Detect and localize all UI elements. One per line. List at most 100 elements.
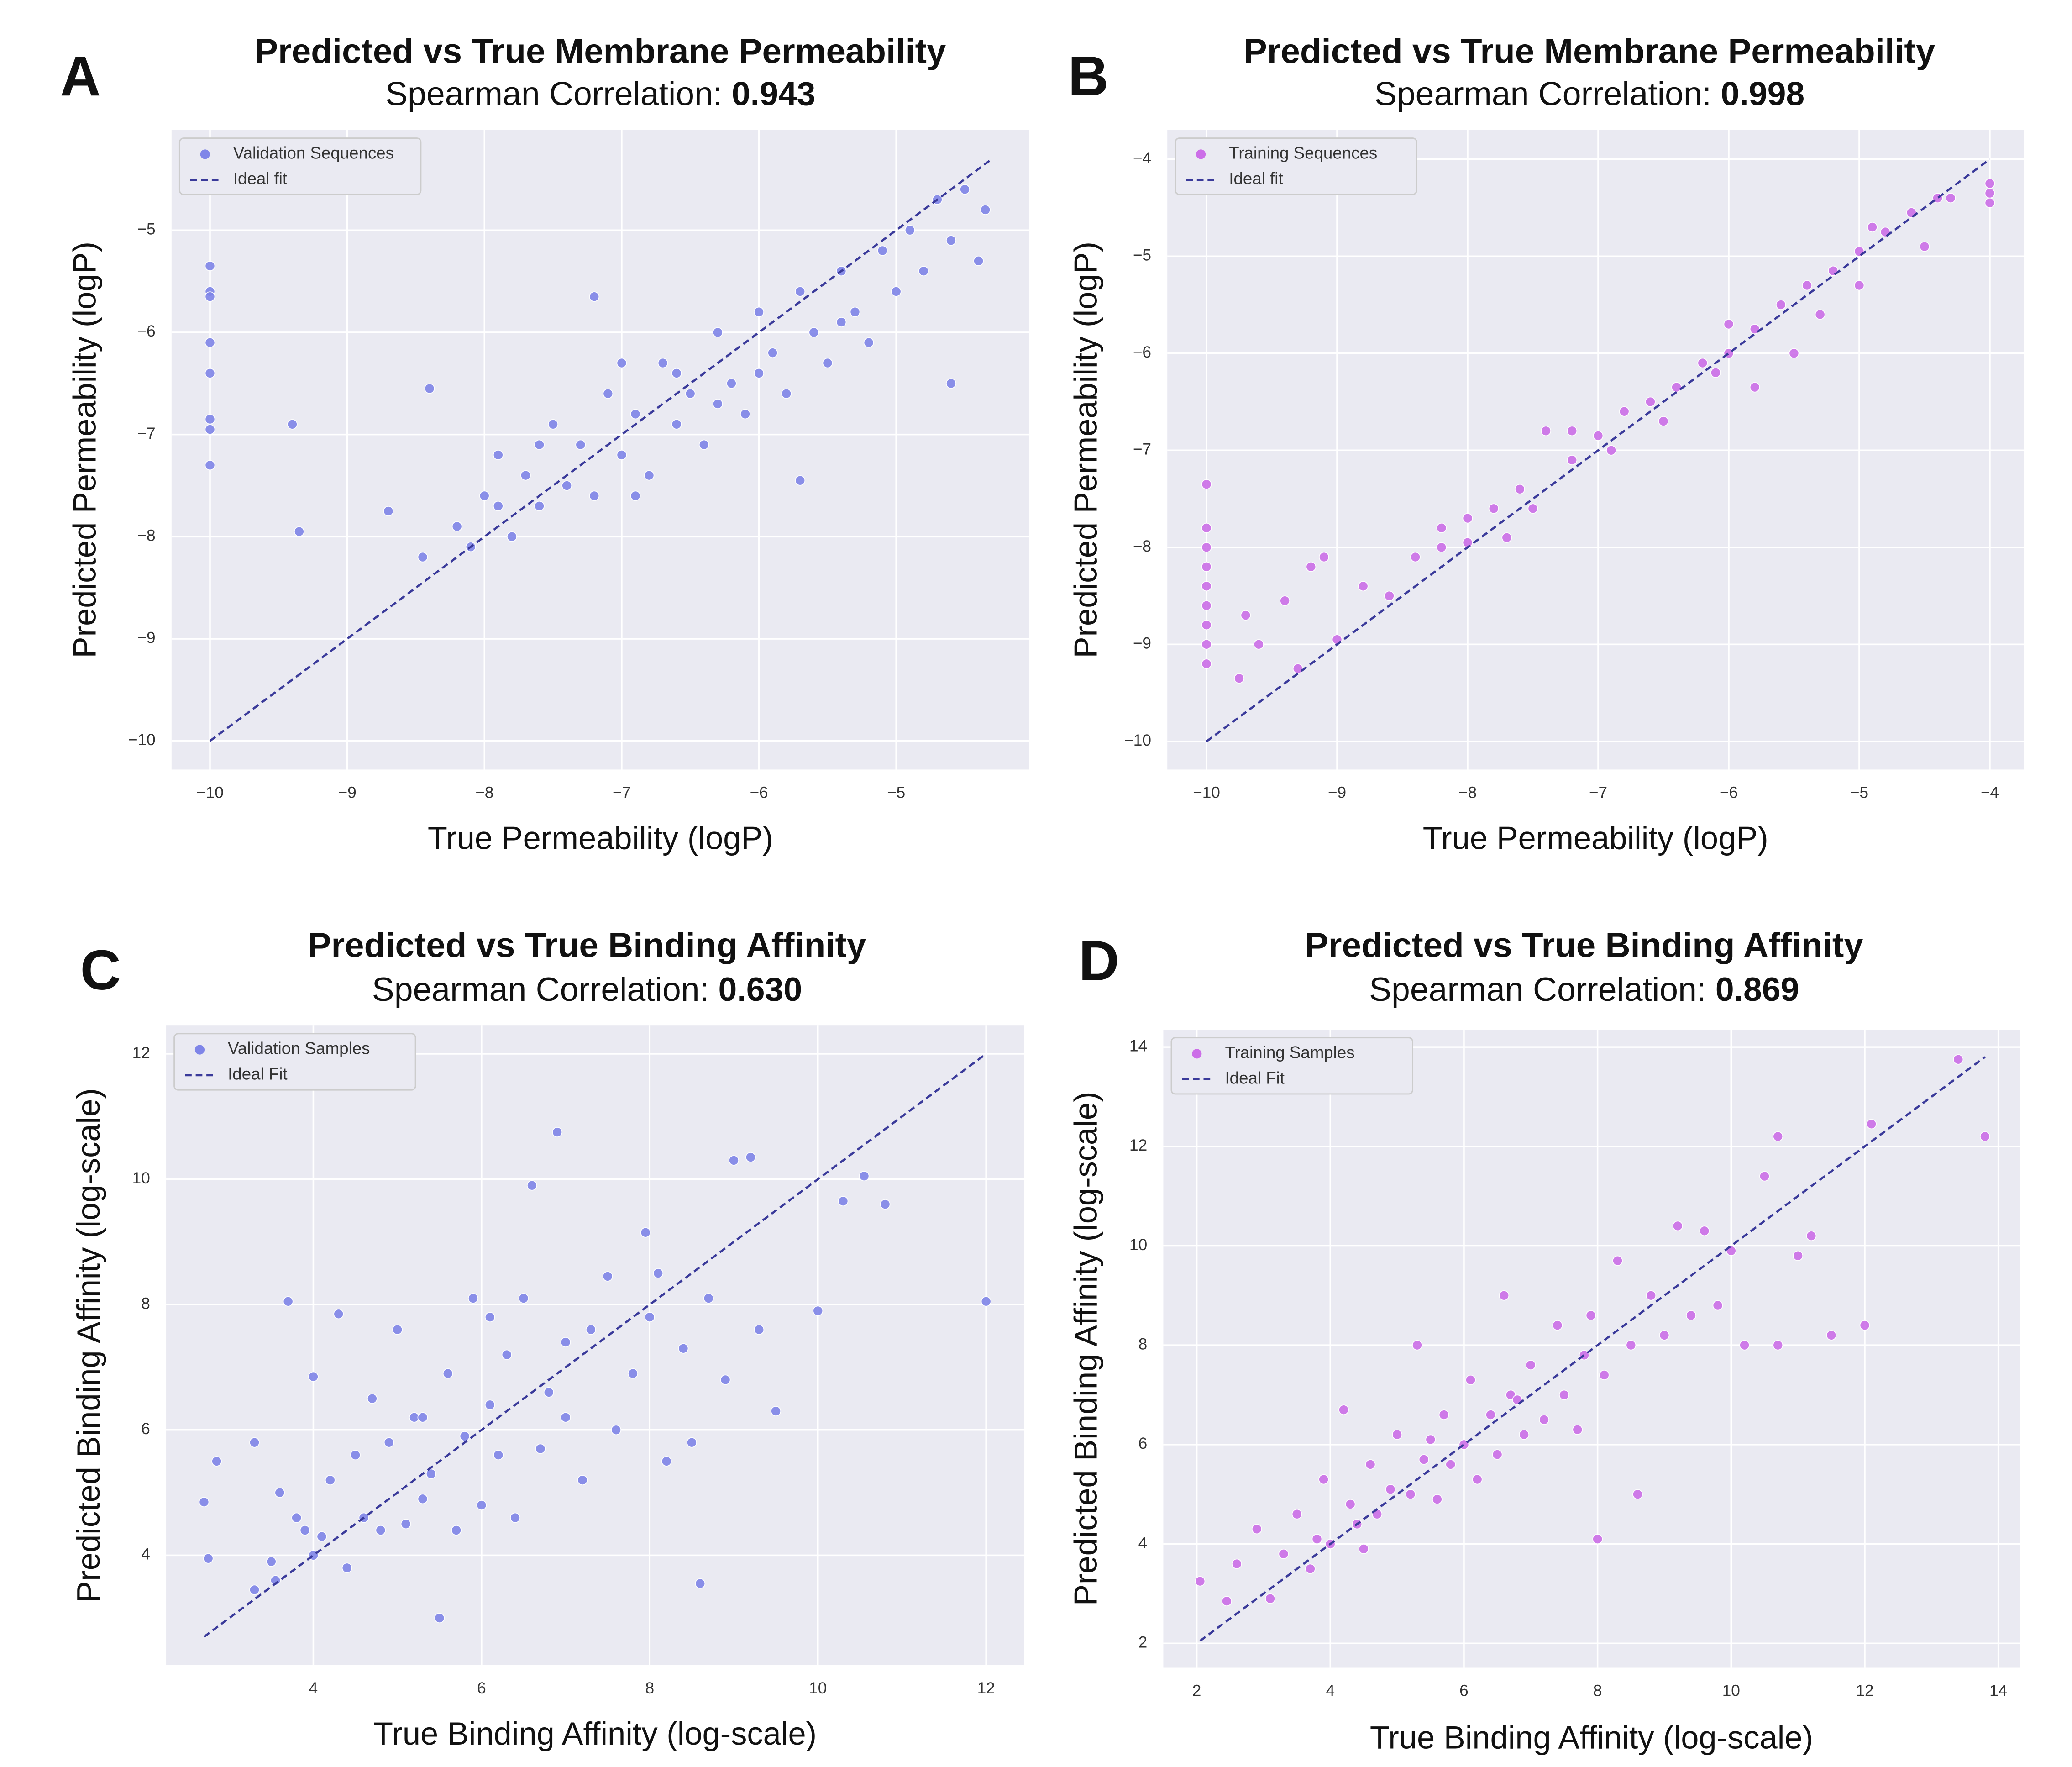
point [211,1456,222,1467]
point [653,1268,664,1278]
point [1318,552,1329,563]
point [813,1305,824,1316]
point [274,1487,285,1498]
y-axis-label: Predicted Binding Affinity (log-scale) [1068,1092,1104,1606]
point [1541,426,1552,436]
point [1384,590,1395,601]
chart-title: Predicted vs True Binding Affinity [308,926,866,965]
point [1585,1310,1596,1321]
point [1432,1494,1443,1505]
point [1619,406,1630,417]
point [657,358,668,368]
point [1240,610,1251,621]
subtitle-label: Spearman Correlation: [1369,971,1706,1008]
y-tick-label: −5 [1133,247,1151,264]
point [205,261,215,271]
point [585,1324,596,1335]
point [479,490,490,501]
point [850,306,860,317]
legend-label: Training Samples [1225,1043,1354,1062]
point [534,500,545,511]
point [510,1512,521,1523]
x-tick-label: 4 [1326,1682,1335,1700]
y-tick-label: 4 [141,1546,150,1563]
point [299,1525,310,1536]
x-axis-label: True Permeability (logP) [428,820,773,856]
point [754,368,765,379]
point [661,1456,672,1467]
x-tick-label: −5 [887,784,905,802]
point [1492,1449,1503,1460]
legend-box [1175,137,1417,195]
point [1519,1429,1530,1440]
point [589,291,600,302]
point [740,409,750,420]
point [630,490,641,501]
point [1826,1330,1837,1341]
point [493,500,504,511]
y-tick-label: 14 [1129,1037,1147,1055]
point [1251,1524,1262,1535]
point [1465,1374,1476,1385]
point [1593,430,1604,441]
point [400,1519,411,1530]
point [1866,1119,1877,1130]
point [1201,479,1212,490]
point [1572,1424,1583,1435]
point [1854,280,1865,291]
point [392,1324,403,1335]
point [1221,1596,1232,1607]
x-tick-label: 8 [1593,1682,1602,1700]
point [795,475,806,486]
chart-title: Predicted vs True Membrane Permeability [255,32,946,71]
point [640,1227,651,1238]
point [1291,1509,1302,1520]
legend-box [178,137,422,195]
point [671,368,682,379]
panel-label: A [60,45,101,108]
point [316,1531,327,1542]
point [1953,1054,1964,1065]
point [973,255,984,266]
y-tick-label: 6 [1138,1435,1148,1452]
x-tick-label: 12 [1856,1682,1873,1700]
point [1488,503,1499,514]
point [1559,1389,1569,1400]
x-tick-label: −8 [1458,784,1477,802]
point [1292,663,1303,674]
point [1280,595,1290,606]
point [1612,1255,1623,1266]
point [1699,1225,1710,1236]
point [712,399,723,409]
point [1567,455,1578,465]
point [1436,542,1447,553]
point [745,1152,756,1162]
x-tick-label: 8 [645,1679,655,1697]
point [771,1406,782,1417]
point [1392,1429,1403,1440]
x-tick-label: 12 [977,1679,995,1697]
point [205,337,215,348]
point [1358,581,1369,592]
x-tick-label: 6 [477,1679,486,1697]
point [205,414,215,425]
point [712,327,723,338]
point [729,1155,739,1166]
y-tick-label: −5 [137,221,155,238]
point [630,409,641,420]
y-tick-label: −9 [1133,635,1151,652]
legend-marker [194,1045,205,1055]
point [1592,1534,1603,1545]
point [1405,1489,1416,1500]
point [518,1293,529,1304]
point [1599,1370,1610,1380]
point [1793,1250,1804,1261]
point [1979,1131,1990,1142]
legend-marker [1196,149,1206,159]
y-axis-label: Predicted Binding Affinity (log-scale) [70,1088,106,1603]
point [808,327,819,338]
point [1867,222,1878,232]
point [266,1556,277,1567]
point [981,1296,991,1307]
